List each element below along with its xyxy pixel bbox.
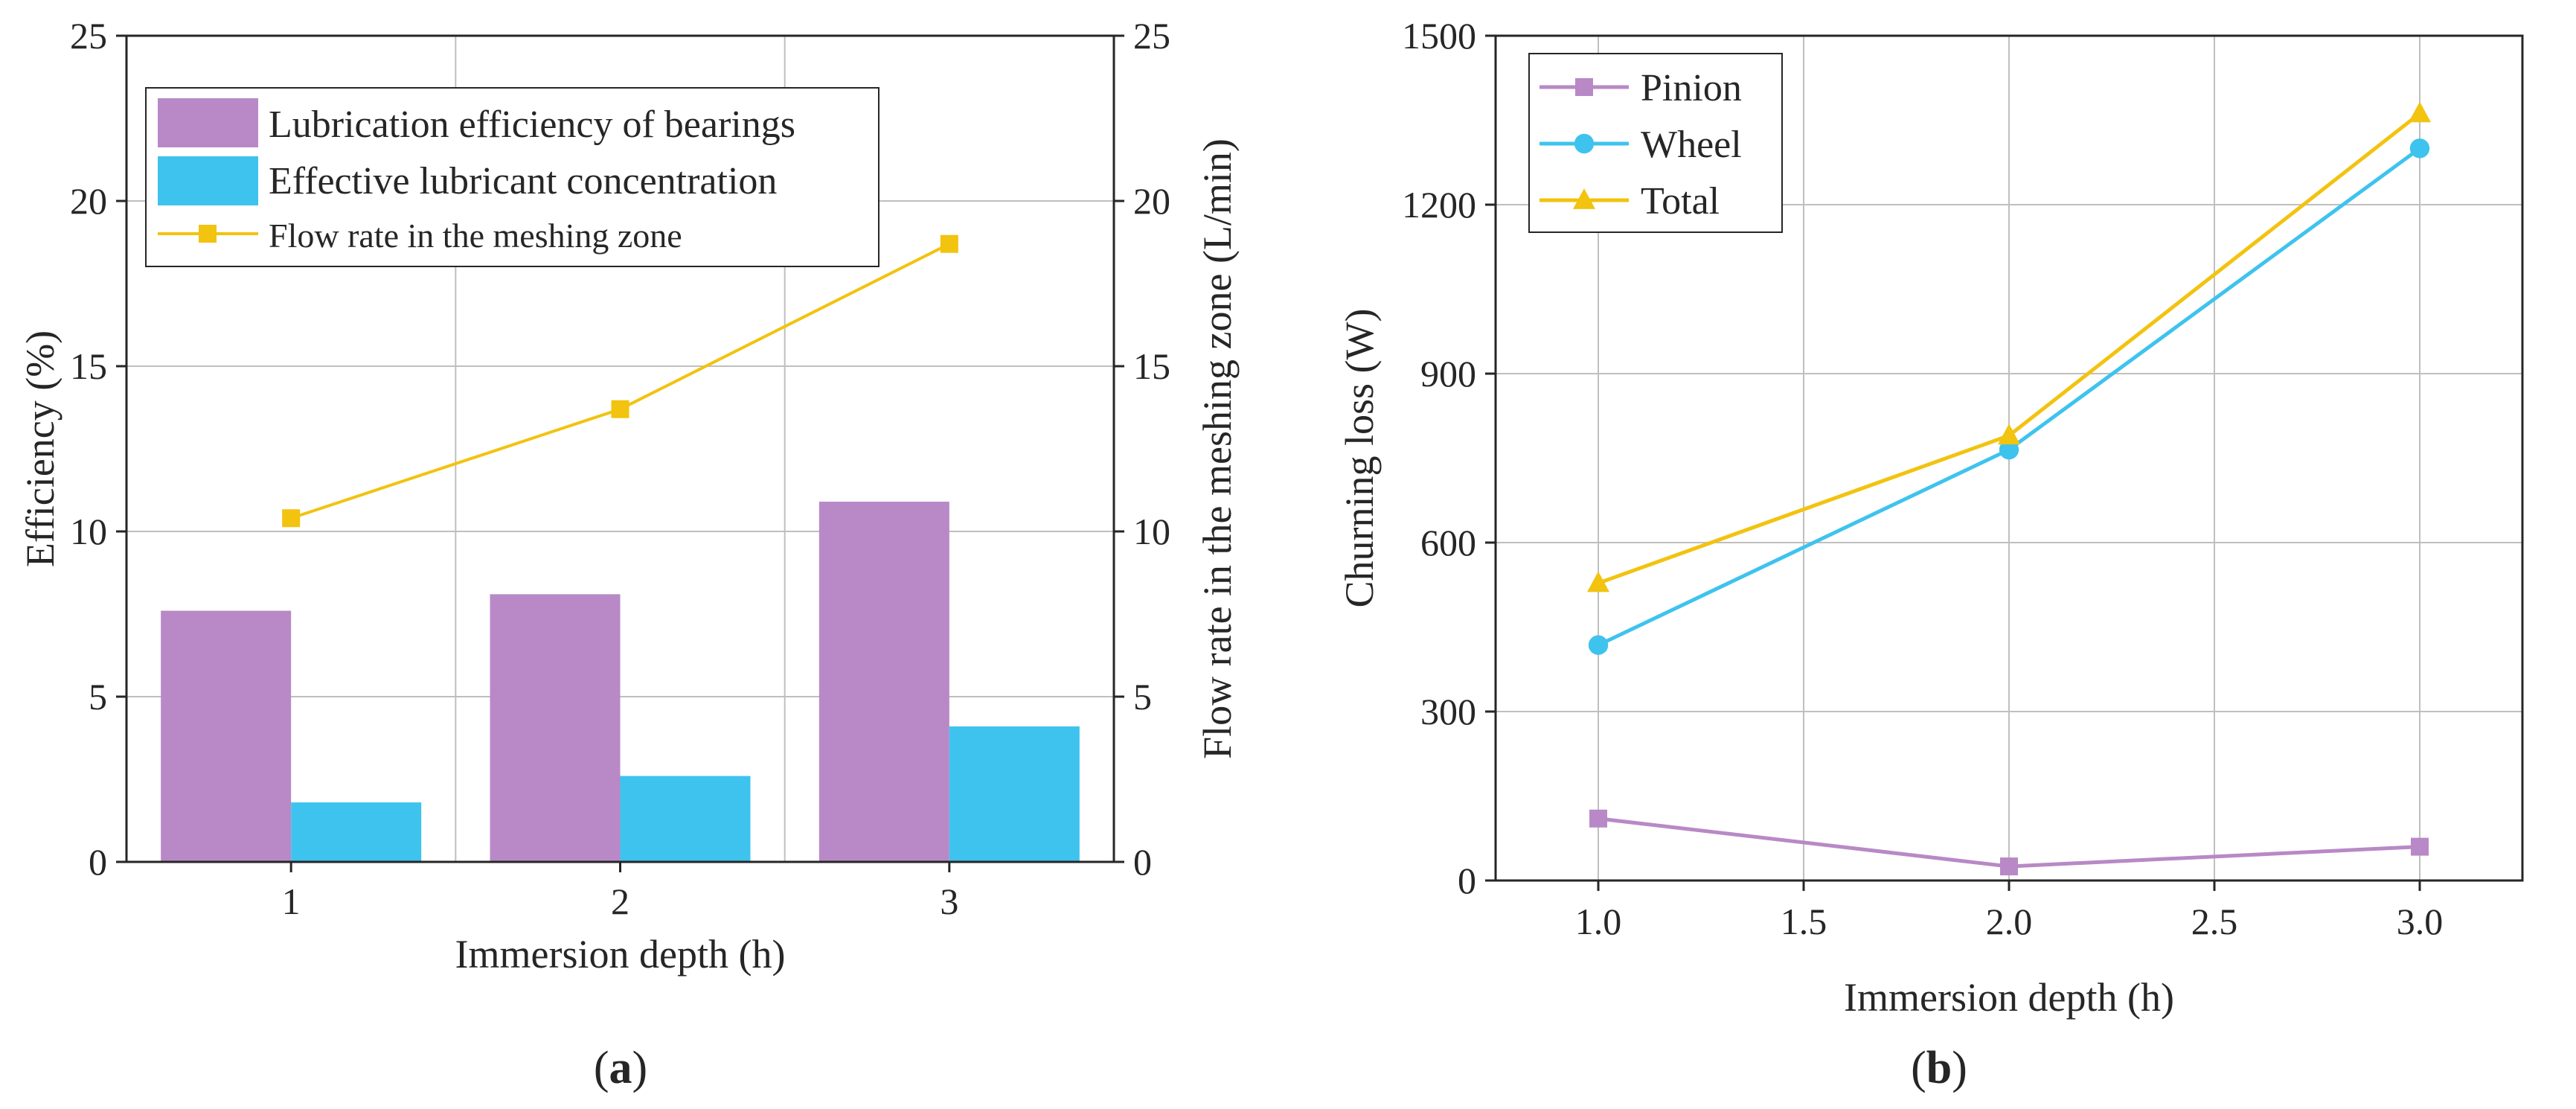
x-axis-label: Immersion depth (h) bbox=[455, 932, 786, 977]
x-tick-label: 1.5 bbox=[1781, 901, 1827, 942]
y-tick-label: 20 bbox=[70, 180, 107, 222]
y-tick-label: 25 bbox=[70, 15, 107, 57]
y-tick-label: 1500 bbox=[1402, 15, 1476, 57]
data-point bbox=[282, 509, 301, 528]
series-line bbox=[290, 242, 950, 520]
legend-label: Total bbox=[1641, 180, 1720, 223]
y2-tick-label: 25 bbox=[1133, 15, 1170, 57]
legend-label: Lubrication efficiency of bearings bbox=[269, 103, 795, 146]
legend-marker bbox=[1575, 78, 1593, 96]
y-tick-label: 900 bbox=[1420, 353, 1476, 394]
y-axis-label: Churning loss (W) bbox=[1337, 309, 1382, 608]
x-tick-label: 2.0 bbox=[1986, 901, 2033, 942]
chart-a: 0 5 10 15 20 25 0 5 10 15 20 25 1 2 3 Immersion depth (… bbox=[18, 15, 1240, 977]
panel-b-label: (b) bbox=[1911, 1043, 1967, 1093]
legend-swatch bbox=[158, 98, 258, 147]
data-point bbox=[1587, 571, 1609, 592]
y-tick-label: 600 bbox=[1420, 522, 1476, 563]
data-point bbox=[1588, 635, 1609, 655]
legend-marker bbox=[1574, 133, 1595, 154]
bar bbox=[818, 502, 949, 862]
legend-label: Effective lubricant concentration bbox=[269, 160, 777, 202]
x-tick-label: 3.0 bbox=[2397, 901, 2444, 942]
y-tick-label: 0 bbox=[89, 841, 107, 883]
y-tick-label: 5 bbox=[89, 676, 107, 718]
x-tick-label: 3 bbox=[940, 881, 958, 922]
legend-label: Pinion bbox=[1641, 67, 1742, 109]
x-tick-label: 2.5 bbox=[2191, 901, 2238, 942]
bar bbox=[490, 594, 621, 862]
bar bbox=[620, 776, 751, 862]
y-tick-label: 10 bbox=[70, 511, 107, 552]
bar bbox=[291, 802, 422, 862]
data-point bbox=[2409, 138, 2430, 159]
y-tick-label: 15 bbox=[70, 345, 107, 387]
bar bbox=[161, 610, 292, 862]
data-point bbox=[1589, 809, 1607, 828]
y2-tick-label: 15 bbox=[1133, 345, 1170, 387]
data-point bbox=[1999, 439, 2019, 460]
y2-tick-label: 5 bbox=[1133, 676, 1152, 718]
legend-label: Flow rate in the meshing zone bbox=[269, 217, 682, 255]
y-tick-label: 1200 bbox=[1402, 184, 1476, 226]
panel-a-label: (a) bbox=[594, 1043, 647, 1093]
legend-label: Wheel bbox=[1641, 124, 1742, 166]
y2-tick-label: 20 bbox=[1133, 180, 1170, 222]
legend-box bbox=[145, 87, 880, 267]
data-point bbox=[611, 400, 629, 418]
data-point bbox=[1998, 424, 2020, 445]
y2-axis-label: Flow rate in the meshing zone (L/min) bbox=[1195, 138, 1240, 759]
bar bbox=[949, 726, 1080, 862]
data-point bbox=[2000, 857, 2018, 876]
legend-swatch bbox=[158, 156, 258, 205]
y-axis-label: Efficiency (%) bbox=[18, 330, 63, 567]
y-tick-label: 300 bbox=[1420, 691, 1476, 732]
x-tick-label: 1.0 bbox=[1575, 901, 1622, 942]
x-tick-label: 2 bbox=[611, 881, 629, 922]
x-tick-label: 1 bbox=[282, 881, 301, 922]
legend-marker bbox=[199, 225, 217, 243]
x-axis-label: Immersion depth (h) bbox=[1844, 975, 2174, 1020]
y2-tick-label: 10 bbox=[1133, 511, 1170, 552]
chart-b: 0 300 600 900 1200 1500 1.0 1.5 2.0 2.5 3.0 Immersi… bbox=[1337, 15, 2524, 1020]
data-point bbox=[2411, 837, 2429, 856]
y2-tick-label: 0 bbox=[1133, 841, 1152, 883]
data-point bbox=[2409, 101, 2431, 123]
data-point bbox=[940, 234, 958, 253]
y-tick-label: 0 bbox=[1458, 860, 1476, 901]
legend-marker bbox=[1573, 188, 1595, 209]
